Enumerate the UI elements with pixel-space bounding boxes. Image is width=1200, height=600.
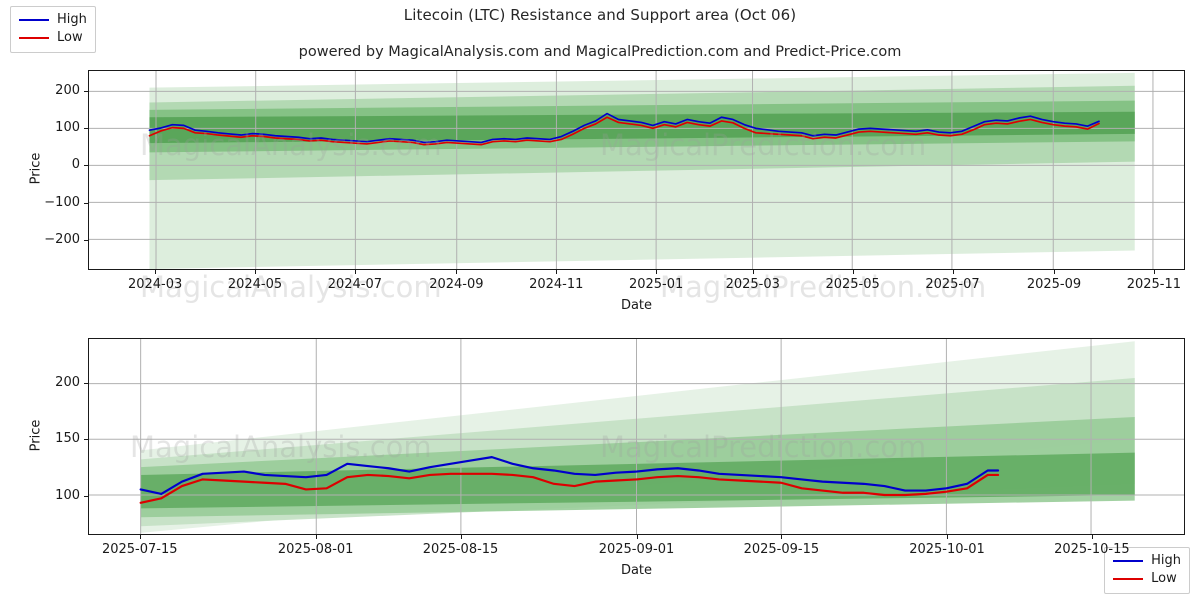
x-tick-label: 2025-08-01 xyxy=(277,542,354,557)
overview-x-axis-label: Date xyxy=(620,298,653,313)
series-line-low xyxy=(148,116,1100,146)
detail-y-axis-label: Price xyxy=(28,419,44,451)
y-tick-label: −100 xyxy=(44,194,80,210)
y-tick-mark xyxy=(84,495,88,497)
x-tick-label: 2024-11 xyxy=(529,277,584,292)
x-tick-mark xyxy=(255,270,256,274)
x-tick-label: 2025-09 xyxy=(1026,277,1082,292)
x-tick-mark xyxy=(852,270,854,274)
y-tick-mark xyxy=(84,202,88,204)
band-core xyxy=(149,111,1135,144)
y-tick-mark xyxy=(84,90,88,92)
overview-y-axis-label: Price xyxy=(28,152,44,185)
y-tick-mark xyxy=(84,439,88,441)
x-tick-label: 2025-09-15 xyxy=(743,542,820,557)
x-tick-mark xyxy=(155,270,157,274)
x-tick-mark xyxy=(354,270,356,274)
page-title: Litecoin (LTC) Resistance and Support ar… xyxy=(403,6,797,24)
x-tick-mark xyxy=(315,535,317,539)
legend-swatch-low xyxy=(19,37,49,39)
detail-plot-area xyxy=(89,339,1184,534)
x-tick-mark xyxy=(456,270,458,274)
x-tick-mark xyxy=(556,270,558,274)
x-tick-label: 2025-10-01 xyxy=(909,542,985,557)
x-tick-mark xyxy=(656,270,658,274)
x-tick-mark xyxy=(460,535,462,539)
x-tick-label: 2025-08-15 xyxy=(422,542,499,557)
x-tick-label: 2025-10-15 xyxy=(1054,542,1130,557)
x-tick-mark xyxy=(1153,270,1155,274)
y-tick-mark xyxy=(84,127,88,129)
legend-entry-low: Low xyxy=(19,29,87,47)
page-subtitle: powered by MagicalAnalysis.com and Magic… xyxy=(298,44,902,60)
x-tick-mark xyxy=(752,270,754,274)
detail-x-axis-label: Date xyxy=(620,563,653,578)
x-tick-mark xyxy=(636,535,638,539)
x-tick-label: 2024-07 xyxy=(327,277,383,292)
y-tick-mark xyxy=(84,240,88,242)
x-tick-label: 2024-05 xyxy=(227,277,283,292)
x-tick-mark xyxy=(139,535,141,539)
y-tick-label: 150 xyxy=(55,431,80,447)
legend-label-high: High xyxy=(57,12,87,27)
y-tick-mark xyxy=(84,165,88,167)
x-tick-label: 2025-07 xyxy=(925,277,980,292)
y-tick-label: 100 xyxy=(55,119,80,135)
legend-label-high: High xyxy=(1151,553,1181,568)
x-tick-mark xyxy=(781,535,783,539)
y-tick-mark xyxy=(84,383,88,385)
series-line-high xyxy=(139,456,1000,495)
y-tick-label: 100 xyxy=(55,487,80,503)
detail-chart-panel xyxy=(88,338,1185,535)
x-tick-label: 2024-09 xyxy=(429,277,484,292)
x-tick-label: 2025-11 xyxy=(1126,277,1182,292)
x-tick-label: 2025-05 xyxy=(825,277,880,292)
y-tick-label: 0 xyxy=(71,157,80,173)
overview-plot-area xyxy=(89,71,1184,269)
x-tick-mark xyxy=(946,535,948,539)
legend-label-low: Low xyxy=(1151,571,1177,586)
legend-swatch-low xyxy=(1113,578,1144,580)
x-tick-label: 2025-09-01 xyxy=(598,542,675,557)
series-line-low xyxy=(139,472,1000,504)
overview-legend: High Low xyxy=(1104,547,1190,594)
x-tick-label: 2025-03 xyxy=(725,277,780,292)
y-tick-label: 200 xyxy=(55,375,80,391)
y-tick-label: −200 xyxy=(44,232,80,248)
legend-entry-low: Low xyxy=(1113,570,1181,588)
x-tick-mark xyxy=(1091,535,1093,539)
legend-entry-high: High xyxy=(1113,552,1181,570)
legend-entry-high: High xyxy=(19,11,87,29)
overview-chart-panel xyxy=(88,70,1185,270)
x-tick-label: 2025-07-15 xyxy=(101,542,178,557)
x-tick-mark xyxy=(952,270,954,274)
legend-label-low: Low xyxy=(57,30,83,45)
legend-swatch-high xyxy=(19,19,49,21)
y-tick-label: 200 xyxy=(55,82,80,98)
x-tick-mark xyxy=(1054,270,1055,274)
x-tick-label: 2024-03 xyxy=(127,277,183,292)
x-tick-label: 2025-01 xyxy=(628,277,684,292)
detail-legend: High Low xyxy=(10,6,96,53)
series-line-high xyxy=(148,112,1100,144)
legend-swatch-high xyxy=(1113,560,1144,562)
